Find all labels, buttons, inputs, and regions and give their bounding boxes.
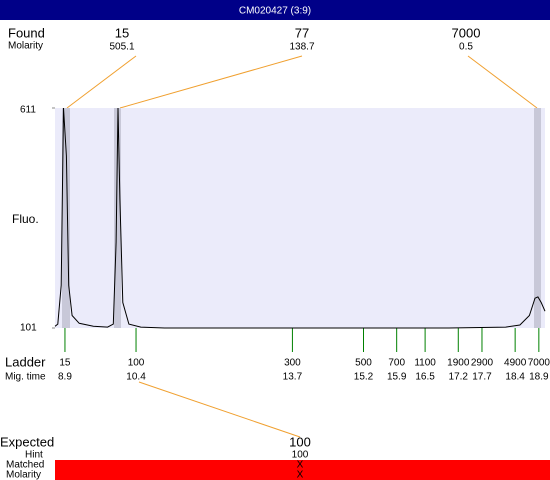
found-size: 77 [295, 25, 309, 40]
hint-label: Hint [25, 450, 43, 461]
ladder-mig-time: 18.9 [529, 372, 549, 383]
ladder-mig-time: 17.2 [449, 372, 469, 383]
molarity-label: Molarity [6, 470, 41, 480]
ladder-size: 300 [284, 358, 301, 369]
found-molarity: 0.5 [459, 42, 473, 53]
found-molarity: 505.1 [109, 42, 134, 53]
ladder-size: 7000 [528, 358, 550, 369]
peak-band [534, 108, 541, 328]
ladder-mig-time: 16.5 [415, 372, 435, 383]
peak-band [114, 108, 121, 328]
peak-band [62, 108, 70, 328]
ladder-size: 1900 [447, 358, 470, 369]
ladder-mig-time: 13.7 [283, 372, 303, 383]
matched-value: X [297, 460, 304, 471]
ladder-size: 4900 [504, 358, 527, 369]
expected-connector [138, 381, 301, 438]
ladder-mig-time: 15.2 [354, 372, 374, 383]
found-sub-label: Molarity [8, 41, 43, 52]
hint-value: 100 [292, 450, 309, 461]
fluorescence-trace [54, 107, 546, 329]
molarity-value: X [297, 470, 304, 480]
plot-area [55, 108, 545, 328]
ladder-size: 15 [59, 358, 71, 369]
ladder-size: 700 [388, 358, 405, 369]
y-axis-label: Fluo. [12, 212, 39, 226]
ladder-mig-time: 18.4 [505, 372, 525, 383]
found-connectors [66, 55, 538, 109]
ladder-size: 1100 [414, 358, 436, 369]
y-tick-label: 611 [20, 105, 36, 116]
header-title: CM020427 (3:9) [239, 6, 311, 17]
header-bar [0, 0, 550, 20]
ladder-mig-time: 8.9 [58, 372, 72, 383]
found-molarity: 138.7 [289, 42, 314, 53]
expected-value: 100 [289, 434, 311, 449]
match-bar [55, 460, 550, 480]
ladder-size: 500 [355, 358, 372, 369]
ladder-mig-time: 10.4 [126, 372, 146, 383]
y-tick-label: 101 [20, 323, 37, 334]
ladder-label: Ladder [5, 354, 46, 369]
ladder-mig-time: 17.7 [472, 372, 492, 383]
matched-label: Matched [6, 460, 44, 471]
expected-label: Expected [0, 434, 54, 449]
found-size: 15 [115, 25, 129, 40]
ladder-size: 2900 [471, 358, 494, 369]
ladder-size: 100 [128, 358, 145, 369]
ladder-mig-time: 15.9 [387, 372, 407, 383]
found-label: Found [8, 25, 45, 40]
found-size: 7000 [452, 25, 481, 40]
ladder-sub-label: Mig. time [5, 372, 46, 383]
